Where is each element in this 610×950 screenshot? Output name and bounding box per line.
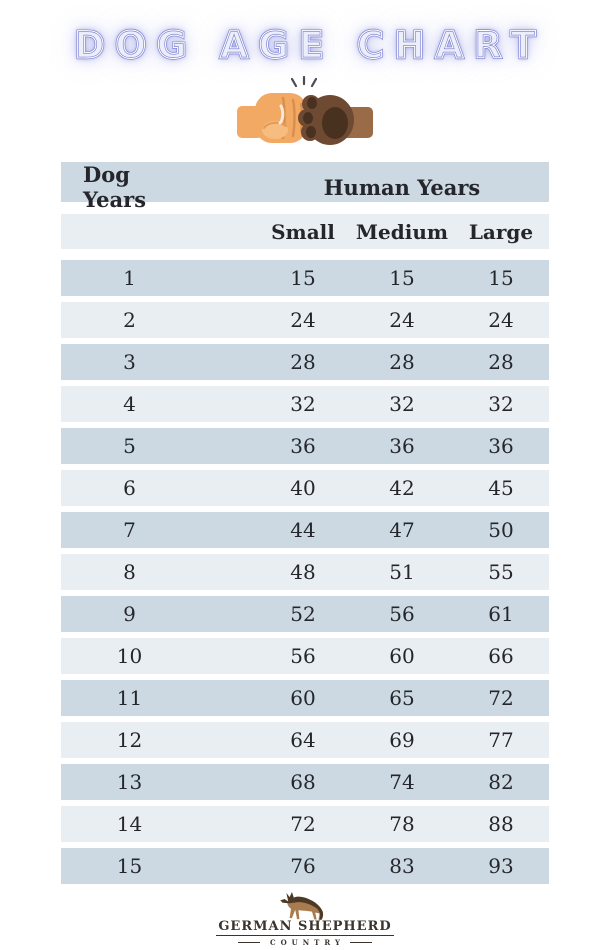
dog-years-cell: 14 [116,812,143,837]
table-row: 7 44 47 50 [61,512,549,549]
brand-subtitle-row: COUNTRY [238,938,372,947]
table-row: 1 15 15 15 [61,260,549,297]
table-row: 14 72 78 88 [61,806,549,843]
dog-years-column-header: Dog Years [83,162,147,213]
large-years-cell: 82 [488,770,514,795]
small-column-header: Small [271,219,335,244]
table-row: 5 36 36 36 [61,428,549,465]
medium-years-cell: 42 [389,476,415,501]
large-years-cell: 55 [488,560,514,585]
dog-years-cell: 8 [123,560,136,585]
fist-bump-illustration [0,74,610,152]
impact-sparks-icon [290,76,318,88]
small-years-cell: 56 [290,644,316,669]
small-years-cell: 44 [290,518,316,543]
small-years-cell: 52 [290,602,316,627]
dog-years-cell: 4 [123,392,136,417]
dog-years-cell: 13 [116,770,143,795]
table-row: 10 56 60 66 [61,638,549,675]
header: DOG AGE CHART [0,0,610,152]
small-years-cell: 32 [290,392,316,417]
table-row: 11 60 65 72 [61,680,549,717]
dog-years-cell: 9 [123,602,136,627]
large-years-cell: 28 [488,350,514,375]
table-row: 15 76 83 93 [61,848,549,885]
medium-years-cell: 28 [389,350,415,375]
dog-years-cell: 6 [123,476,136,501]
small-years-cell: 48 [290,560,316,585]
large-years-cell: 77 [488,728,514,753]
left-rule [238,942,260,944]
large-years-cell: 93 [488,854,514,879]
dog-paw-icon [298,95,373,146]
small-years-cell: 72 [290,812,316,837]
table-row: 3 28 28 28 [61,344,549,381]
table-row: 4 32 32 32 [61,386,549,423]
human-years-group-header: Human Years [323,174,481,200]
small-years-cell: 36 [290,434,316,459]
medium-years-cell: 74 [389,770,415,795]
medium-years-cell: 51 [389,560,415,585]
medium-years-cell: 24 [389,308,415,333]
table-row: 8 48 51 55 [61,554,549,591]
table-row: 2 24 24 24 [61,302,549,339]
medium-years-cell: 60 [389,644,415,669]
table-row: 9 52 56 61 [61,596,549,633]
brand-subtitle: COUNTRY [270,938,345,948]
dog-age-table: Dog Years Human Years Small Medium Large… [61,162,549,885]
small-years-cell: 64 [290,728,316,753]
dog-years-cell: 10 [116,644,143,669]
small-years-cell: 68 [290,770,316,795]
large-years-cell: 45 [488,476,514,501]
dog-years-cell: 5 [123,434,136,459]
table-row: 12 64 69 77 [61,722,549,759]
medium-column-header: Medium [355,219,449,244]
table-header-row: Dog Years Human Years [61,162,549,212]
small-years-cell: 28 [290,350,316,375]
small-years-cell: 76 [290,854,316,879]
table-body: 1 15 15 15 2 24 24 24 3 28 28 28 4 32 32 32 5 36 36 36 6 40 42… [61,260,549,885]
dog-years-cell: 1 [123,266,136,291]
table-subheader-row: Small Medium Large [61,214,549,250]
medium-years-cell: 32 [389,392,415,417]
large-column-header: Large [468,219,534,244]
large-years-cell: 24 [488,308,514,333]
right-rule [349,942,372,944]
german-shepherd-dog-icon [280,892,324,921]
dog-years-cell: 15 [116,854,143,879]
large-years-cell: 61 [488,602,514,627]
page-title: DOG AGE CHART [64,23,546,69]
large-years-cell: 66 [488,644,514,669]
large-years-cell: 36 [488,434,514,459]
medium-years-cell: 78 [389,812,415,837]
medium-years-cell: 69 [389,728,415,753]
large-years-cell: 32 [488,392,514,417]
medium-years-cell: 56 [389,602,415,627]
large-years-cell: 15 [488,266,514,291]
table-row: 13 68 74 82 [61,764,549,801]
small-years-cell: 40 [290,476,316,501]
small-years-cell: 24 [290,308,316,333]
fist-bump-icon [237,76,373,146]
dog-years-cell: 3 [123,350,136,375]
medium-years-cell: 47 [389,518,415,543]
medium-years-cell: 83 [389,854,415,879]
large-years-cell: 72 [488,686,514,711]
small-years-cell: 15 [290,266,316,291]
footer-logo: GERMAN SHEPHERD COUNTRY [0,891,610,947]
human-fist-icon [237,93,307,144]
table-row: 6 40 42 45 [61,470,549,507]
medium-years-cell: 15 [389,266,415,291]
dog-years-cell: 11 [116,686,143,711]
brand-name: GERMAN SHEPHERD [216,919,394,937]
large-years-cell: 50 [488,518,514,543]
medium-years-cell: 65 [389,686,415,711]
medium-years-cell: 36 [389,434,415,459]
dog-years-cell: 7 [123,518,136,543]
small-years-cell: 60 [290,686,316,711]
dog-years-cell: 12 [116,728,143,753]
large-years-cell: 88 [488,812,514,837]
dog-years-cell: 2 [123,308,136,333]
